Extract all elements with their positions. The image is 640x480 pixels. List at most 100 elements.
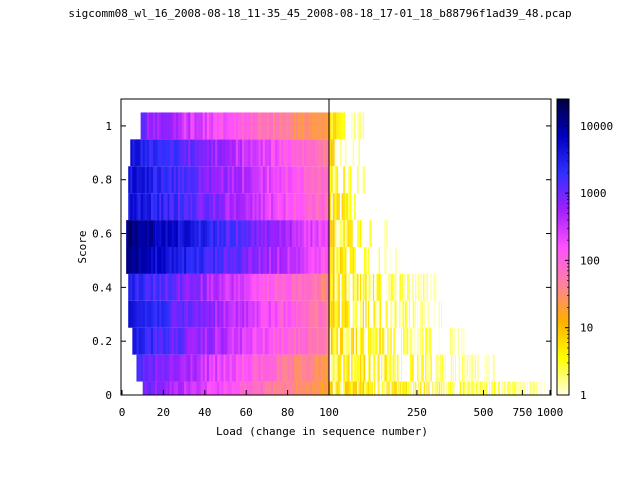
heatmap-cell: [336, 247, 339, 274]
heatmap-cell: [157, 166, 160, 194]
heatmap-cell: [346, 327, 349, 355]
heatmap-cell: [204, 112, 208, 140]
heatmap-cell: [157, 220, 160, 247]
heatmap-cell: [171, 327, 175, 355]
heatmap-cell: [206, 139, 210, 167]
heatmap-cell: [293, 247, 297, 274]
heatmap-cell: [283, 354, 286, 382]
heatmap-cell: [167, 193, 170, 221]
heatmap-cell: [505, 381, 507, 395]
heatmap-cell: [150, 381, 154, 395]
heatmap-cell: [262, 327, 266, 355]
heatmap-cell: [320, 166, 324, 194]
heatmap-cell: [144, 112, 148, 140]
heatmap-cell: [148, 139, 152, 167]
heatmap-cell: [332, 273, 335, 301]
heatmap-cell: [204, 300, 208, 328]
heatmap-cell: [293, 220, 297, 247]
heatmap-cell: [221, 327, 224, 355]
heatmap-cell: [405, 381, 407, 395]
heatmap-cell: [179, 247, 183, 274]
heatmap-cell: [163, 381, 166, 395]
heatmap-cell: [177, 247, 181, 274]
heatmap-cell: [349, 327, 352, 355]
heatmap-cell: [128, 220, 131, 247]
heatmap-cell: [322, 166, 326, 194]
heatmap-cell: [437, 354, 439, 382]
heatmap-cell: [223, 139, 226, 167]
heatmap-cell: [463, 381, 465, 395]
heatmap-cell: [198, 381, 201, 395]
heatmap-cell: [415, 273, 417, 301]
heatmap-cell: [351, 247, 353, 274]
heatmap-cell: [277, 193, 280, 221]
heatmap-cell: [395, 273, 397, 301]
heatmap-cell: [196, 193, 199, 221]
heatmap-cell: [363, 247, 366, 274]
x-tick-label: 1000: [537, 406, 564, 419]
heatmap-cell: [142, 300, 146, 328]
heatmap-cell: [402, 327, 404, 355]
heatmap-cell: [438, 381, 440, 395]
heatmap-cell: [194, 381, 197, 395]
heatmap-cell: [246, 193, 249, 221]
heatmap-cell: [336, 354, 339, 382]
heatmap-cell: [531, 381, 532, 395]
heatmap-cell: [348, 273, 350, 301]
heatmap-cell: [184, 381, 187, 395]
heatmap-cell: [235, 354, 239, 382]
heatmap-cell: [184, 247, 187, 274]
y-tick-label: 0: [105, 389, 112, 402]
heatmap-cell: [310, 112, 313, 140]
heatmap-cell: [161, 327, 164, 355]
heatmap-cell: [413, 327, 415, 355]
heatmap-cell: [175, 354, 179, 382]
heatmap-cell: [161, 220, 164, 247]
heatmap-cell: [165, 139, 168, 167]
heatmap-cell: [132, 139, 135, 167]
heatmap-cell: [281, 273, 284, 301]
heatmap-cell: [369, 381, 371, 395]
heatmap-cell: [175, 327, 179, 355]
heatmap-cell: [501, 381, 503, 395]
heatmap-cell: [242, 112, 245, 140]
heatmap-cell: [254, 381, 257, 395]
heatmap-cell: [391, 381, 393, 395]
heatmap-cell: [258, 139, 261, 167]
heatmap-cell: [378, 354, 380, 382]
heatmap-cell: [246, 327, 249, 355]
heatmap-cell: [167, 381, 170, 395]
heatmap-cell: [281, 139, 284, 167]
heatmap-cell: [150, 247, 154, 274]
heatmap-cell: [306, 273, 309, 301]
heatmap-cell: [229, 327, 233, 355]
heatmap-cell: [239, 327, 243, 355]
heatmap-cell: [289, 139, 293, 167]
heatmap-cell: [473, 381, 475, 395]
heatmap-cell: [281, 112, 284, 140]
heatmap-cell: [402, 273, 403, 301]
heatmap-cell: [435, 354, 437, 382]
heatmap-cell: [217, 354, 220, 382]
heatmap-cell: [136, 166, 139, 194]
heatmap-cell: [215, 300, 218, 328]
heatmap-cell: [252, 193, 255, 221]
heatmap-cell: [215, 327, 218, 355]
heatmap-cell: [442, 354, 444, 382]
heatmap-cell: [217, 139, 220, 167]
heatmap-cell: [329, 193, 331, 221]
heatmap-cell: [186, 139, 189, 167]
heatmap-cell: [235, 139, 239, 167]
heatmap-cell: [457, 327, 459, 355]
heatmap-cell: [427, 381, 429, 395]
heatmap-cell: [273, 166, 276, 194]
heatmap-cell: [291, 327, 295, 355]
heatmap-cell: [291, 139, 295, 167]
heatmap-cell: [171, 354, 175, 382]
heatmap-cell: [146, 139, 150, 167]
heatmap-cell: [344, 354, 347, 382]
heatmap-cell: [252, 139, 255, 167]
heatmap-cell: [362, 300, 364, 328]
heatmap-cell: [136, 354, 139, 382]
heatmap-cell: [190, 193, 193, 221]
